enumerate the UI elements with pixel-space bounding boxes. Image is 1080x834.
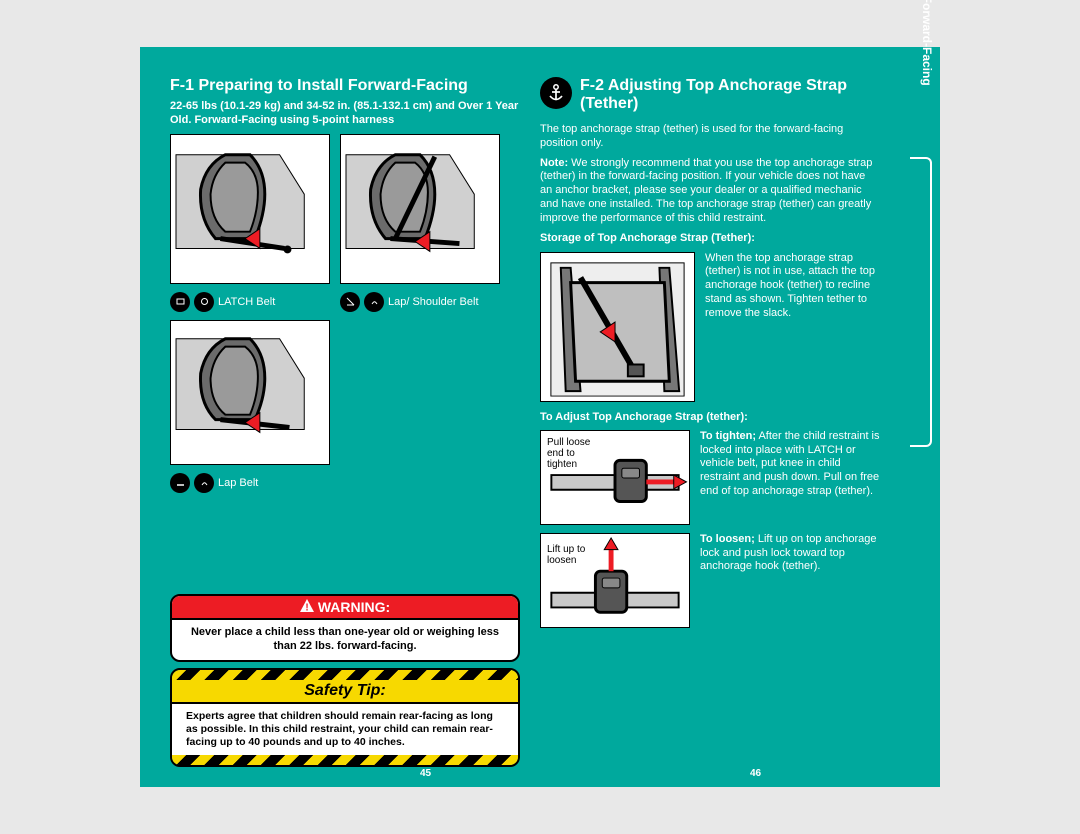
f1-heading: F-1 Preparing to Install Forward-Facing bbox=[170, 77, 520, 95]
lap-belt-caption: Lap Belt bbox=[170, 473, 520, 493]
ls-icon-1 bbox=[340, 292, 360, 312]
lap-shoulder-label: Lap/ Shoulder Belt bbox=[388, 296, 479, 308]
loosen-row: Lift up to loosen To loosen; Lift up on … bbox=[540, 533, 880, 628]
manual-page: F-1 Preparing to Install Forward-Facing … bbox=[140, 47, 940, 787]
safety-tip-box: Safety Tip: Experts agree that children … bbox=[170, 668, 520, 767]
loosen-label: To loosen; bbox=[700, 533, 755, 545]
page-number-left: 45 bbox=[420, 768, 431, 779]
f2-prefix: F-2 bbox=[580, 77, 604, 94]
latch-icon-2 bbox=[194, 292, 214, 312]
warning-label: WARNING: bbox=[318, 599, 390, 615]
f2-heading-row: F-2 Adjusting Top Anchorage Strap (Tethe… bbox=[540, 77, 880, 117]
note-label: Note: bbox=[540, 157, 568, 169]
tighten-label: To tighten; bbox=[700, 430, 756, 442]
illus-latch bbox=[170, 134, 330, 284]
f2-title: Adjusting Top Anchorage Strap (Tether) bbox=[580, 77, 847, 112]
warning-box: ! WARNING: Never place a child less than… bbox=[170, 594, 520, 662]
tighten-caption: Pull loose end to tighten bbox=[547, 437, 595, 470]
page-container: F-1 Preparing to Install Forward-Facing … bbox=[0, 0, 1080, 834]
right-column: F-2 Adjusting Top Anchorage Strap (Tethe… bbox=[540, 77, 910, 767]
warning-body: Never place a child less than one-year o… bbox=[172, 620, 518, 660]
svg-text:!: ! bbox=[305, 603, 308, 613]
hazard-stripe-top bbox=[172, 670, 518, 680]
warning-header: ! WARNING: bbox=[172, 596, 518, 620]
note-body: We strongly recommend that you use the t… bbox=[540, 157, 872, 224]
spec-line: 22-65 lbs (10.1-29 kg) and 34-52 in. (85… bbox=[170, 99, 520, 128]
left-column: F-1 Preparing to Install Forward-Facing … bbox=[170, 77, 520, 767]
safety-body: Experts agree that children should remai… bbox=[172, 704, 518, 755]
warning-triangle-icon: ! bbox=[300, 599, 314, 615]
hazard-stripe-bottom bbox=[172, 755, 518, 765]
caption-row-1: LATCH Belt Lap/ Shoulder Belt bbox=[170, 290, 520, 320]
illustration-row-2 bbox=[170, 320, 520, 465]
illus-tighten: Pull loose end to tighten bbox=[540, 430, 690, 525]
f1-title: Preparing to Install Forward-Facing bbox=[198, 77, 467, 94]
latch-icon-1 bbox=[170, 292, 190, 312]
ls-icon-2 bbox=[364, 292, 384, 312]
illustration-row-1 bbox=[170, 134, 520, 284]
latch-caption: LATCH Belt bbox=[170, 292, 330, 312]
loosen-caption: Lift up to loosen bbox=[547, 544, 589, 566]
latch-label: LATCH Belt bbox=[218, 296, 275, 308]
storage-row: When the top anchorage strap (tether) is… bbox=[540, 252, 880, 402]
f1-prefix: F-1 bbox=[170, 77, 194, 94]
illus-loosen: Lift up to loosen bbox=[540, 533, 690, 628]
lb-icon-2 bbox=[194, 473, 214, 493]
tether-note: Note: We strongly recommend that you use… bbox=[540, 157, 880, 226]
storage-body: When the top anchorage strap (tether) is… bbox=[705, 252, 880, 402]
page-number-right: 46 bbox=[750, 768, 761, 779]
loosen-text: To loosen; Lift up on top anchorage lock… bbox=[700, 533, 880, 628]
adjust-heading: To Adjust Top Anchorage Strap (tether): bbox=[540, 410, 880, 424]
side-tab-border bbox=[910, 157, 932, 447]
safety-header: Safety Tip: bbox=[172, 680, 518, 704]
illus-lap-shoulder bbox=[340, 134, 500, 284]
storage-heading: Storage of Top Anchorage Strap (Tether): bbox=[540, 231, 880, 245]
tighten-text: To tighten; After the child restraint is… bbox=[700, 430, 880, 525]
tighten-row: Pull loose end to tighten To tighten; Af… bbox=[540, 430, 880, 525]
anchor-icon bbox=[540, 77, 572, 109]
side-tab-label: F. Installing Forward-Facing bbox=[920, 0, 934, 177]
lap-shoulder-caption: Lap/ Shoulder Belt bbox=[340, 292, 500, 312]
tether-intro: The top anchorage strap (tether) is used… bbox=[540, 123, 880, 151]
lap-belt-label: Lap Belt bbox=[218, 477, 258, 489]
illus-storage bbox=[540, 252, 695, 402]
lb-icon-1 bbox=[170, 473, 190, 493]
f2-heading: F-2 Adjusting Top Anchorage Strap (Tethe… bbox=[580, 77, 880, 113]
illus-lap-belt bbox=[170, 320, 330, 465]
